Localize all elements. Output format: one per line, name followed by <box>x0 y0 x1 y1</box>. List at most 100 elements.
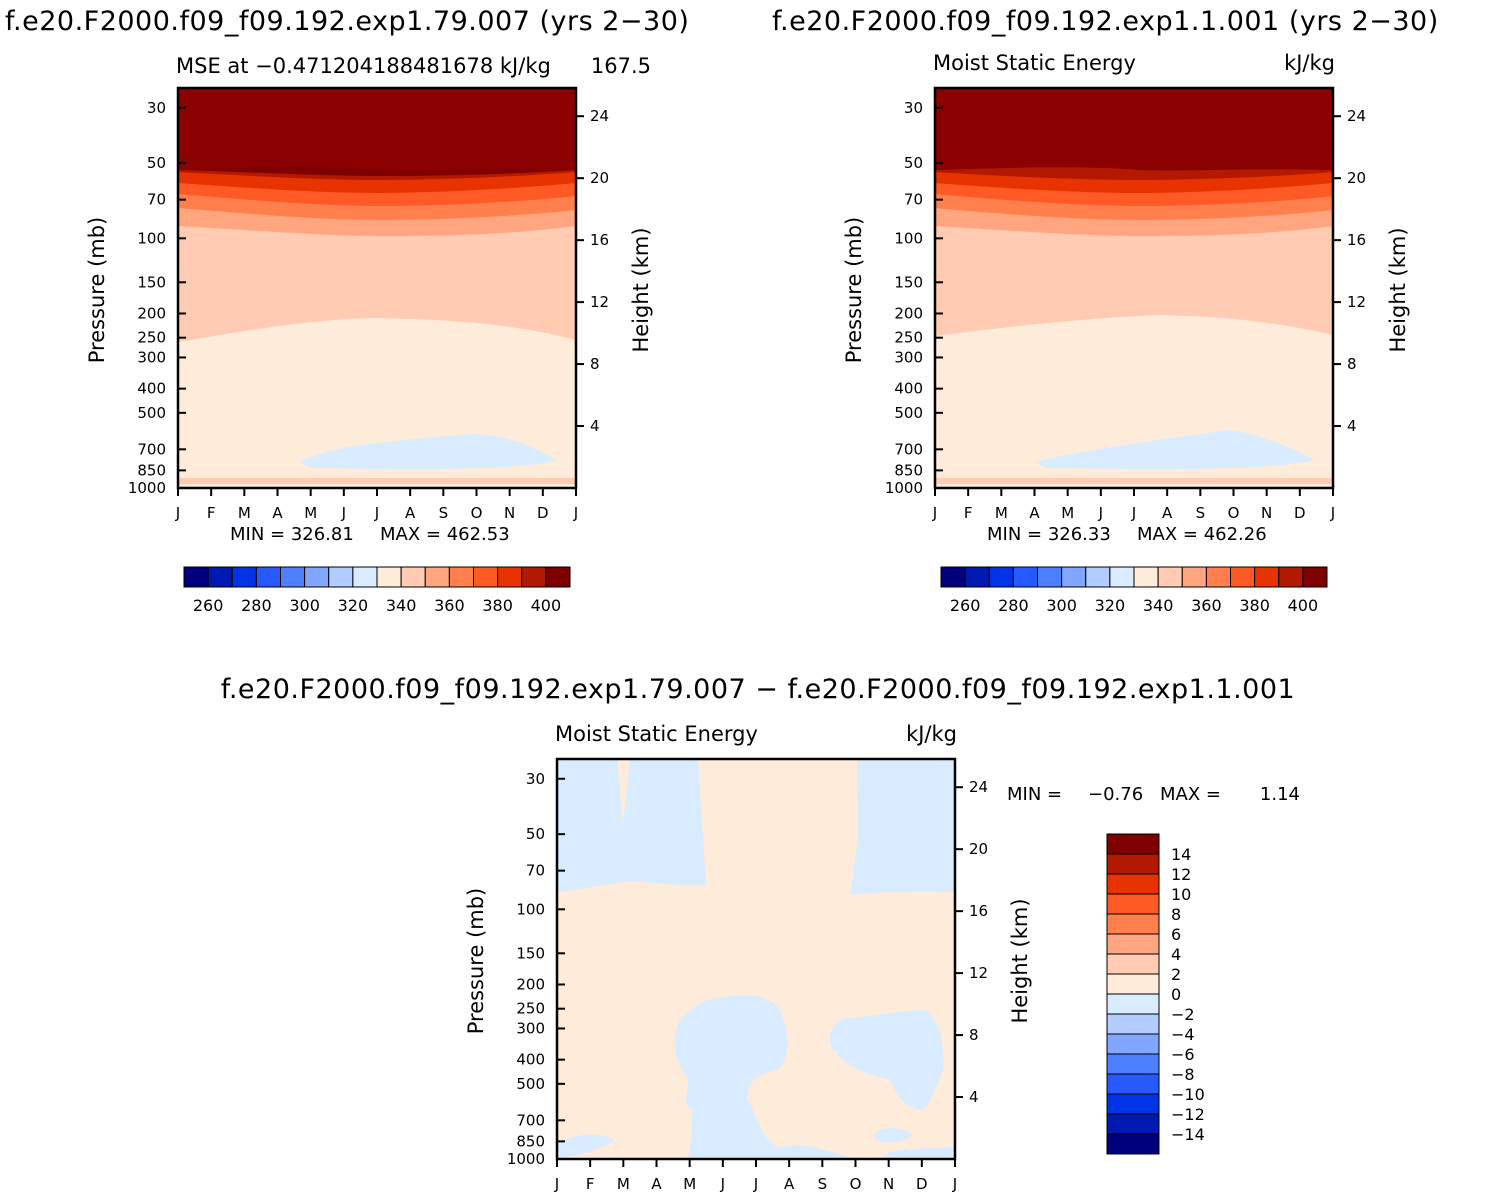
left-y-tick-label: 700 <box>137 440 166 458</box>
left-height-tick-label: 12 <box>590 293 609 311</box>
right-colorbar-label: 340 <box>1143 596 1174 615</box>
diff-colorbar-swatch <box>1106 1053 1160 1075</box>
diff-colorbar-swatch <box>1106 973 1160 995</box>
left-height-axis: 24 20 16 12 8 4 <box>576 107 609 435</box>
diff-colorbar-swatch <box>1106 1093 1160 1115</box>
left-colorbar-label: 360 <box>434 596 465 615</box>
diff-colorbar-label: 4 <box>1171 945 1181 964</box>
diff-y-tick-label: 50 <box>526 825 545 843</box>
diff-colorbar-swatch <box>1106 1073 1160 1095</box>
right-colorbar-label: 360 <box>1191 596 1222 615</box>
right-colorbar-label: 400 <box>1288 596 1319 615</box>
right-colorbar-swatch <box>1230 566 1256 588</box>
diff-x-tick-label: J <box>720 1175 725 1193</box>
left-band-surface <box>178 478 576 484</box>
diff-negative-top-right <box>850 759 955 895</box>
right-x-tick-label: S <box>1196 504 1206 522</box>
left-colorbar-label: 280 <box>241 596 272 615</box>
diff-x-tick-label: D <box>916 1175 928 1193</box>
left-y-tick-label: 250 <box>137 329 166 347</box>
right-colorbar <box>940 566 1328 588</box>
diff-colorbar-swatch <box>1106 853 1160 875</box>
diff-colorbar-swatch <box>1106 1033 1160 1055</box>
left-ylabel: Pressure (mb) <box>85 217 109 364</box>
left-colorbar-label: 260 <box>193 596 224 615</box>
left-negative-region <box>300 434 557 470</box>
diff-y-tick-label: 700 <box>516 1111 545 1129</box>
left-colorbar-swatch <box>448 566 474 588</box>
left-colorbar-labels: 260 280 300 320 340 360 380 400 <box>193 596 561 615</box>
diff-y-tick-label: 400 <box>516 1051 545 1069</box>
left-colorbar-swatch <box>352 566 378 588</box>
left-min-label: MIN = 326.81 <box>230 524 354 545</box>
diff-x-tick-label: A <box>784 1175 795 1193</box>
left-x-tick-label: O <box>471 504 483 522</box>
left-subtitle-right: 167.5 <box>591 54 651 78</box>
right-y-tick-label: 400 <box>894 380 923 398</box>
right-colorbar-swatch <box>964 566 990 588</box>
diff-colorbar-label: −10 <box>1171 1085 1205 1104</box>
diff-colorbar-label: −4 <box>1171 1025 1195 1044</box>
left-band-top <box>178 88 576 171</box>
right-x-tick-label: J <box>1131 504 1136 522</box>
right-height-tick-label: 24 <box>1347 107 1366 125</box>
diff-ylabel: Pressure (mb) <box>464 888 488 1035</box>
right-y-tick-label: 50 <box>904 154 923 172</box>
diff-min-value: −0.76 <box>1088 784 1143 805</box>
diff-x-tick-label: J <box>753 1175 758 1193</box>
right-y-tick-label: 300 <box>894 348 923 366</box>
right-colorbar-swatch <box>1012 566 1038 588</box>
diff-colorbar <box>1106 833 1160 1155</box>
right-colorbar-swatch <box>1109 566 1135 588</box>
title-diff: f.e20.F2000.f09_f09.192.exp1.79.007 − f.… <box>221 674 1295 705</box>
diff-colorbar-label: 8 <box>1171 905 1181 924</box>
right-colorbar-label: 380 <box>1239 596 1270 615</box>
diff-x-tick-label: A <box>651 1175 662 1193</box>
diff-y-tick-label: 300 <box>516 1019 545 1037</box>
right-max-label: MAX = 462.26 <box>1137 524 1267 545</box>
diff-colorbar-label: −12 <box>1171 1105 1205 1124</box>
left-x-tick-label: J <box>175 504 180 522</box>
left-colorbar-swatch <box>521 566 547 588</box>
right-colorbar-label: 320 <box>1095 596 1126 615</box>
left-colorbar <box>183 566 571 588</box>
diff-colorbar-label: 10 <box>1171 885 1191 904</box>
right-units: kJ/kg <box>1284 51 1335 75</box>
diff-colorbar-label: 14 <box>1171 845 1191 864</box>
left-colorbar-swatch <box>280 566 306 588</box>
right-y-tick-label: 250 <box>894 329 923 347</box>
left-contour-field <box>178 88 576 488</box>
right-subtitle: Moist Static Energy <box>933 51 1136 75</box>
left-y-tick-label: 400 <box>137 380 166 398</box>
right-height-tick-label: 16 <box>1347 231 1366 249</box>
left-height-tick-label: 24 <box>590 107 609 125</box>
left-y-tick-label: 500 <box>137 404 166 422</box>
diff-height-tick-label: 20 <box>969 840 988 858</box>
diff-negative-mid-right <box>829 1010 944 1110</box>
right-x-tick-label: A <box>1162 504 1173 522</box>
diff-colorbar-swatch <box>1106 1013 1160 1035</box>
left-colorbar-label: 400 <box>531 596 562 615</box>
diff-negative-top-left <box>557 759 706 892</box>
right-negative-region <box>1036 430 1315 470</box>
right-height-axis: 24 20 16 12 8 4 <box>1333 107 1366 435</box>
left-colorbar-label: 340 <box>386 596 417 615</box>
title-left: f.e20.F2000.f09_f09.192.exp1.79.007 (yrs… <box>5 6 689 37</box>
right-x-tick-label: J <box>932 504 937 522</box>
diff-min-label: MIN = <box>1007 784 1062 805</box>
diff-x-tick-label: J <box>554 1175 559 1193</box>
diff-y-tick-label: 250 <box>516 1000 545 1018</box>
diff-ylabel-right: Height (km) <box>1008 898 1032 1023</box>
panel-left: MSE at −0.471204188481678 kJ/kg 167.5 30… <box>85 54 653 615</box>
diff-colorbar-label: 12 <box>1171 865 1191 884</box>
diff-colorbar-swatch <box>1106 913 1160 935</box>
right-colorbar-swatch <box>1254 566 1280 588</box>
right-colorbar-swatch <box>1278 566 1304 588</box>
right-colorbar-swatch <box>1061 566 1087 588</box>
right-contour-field <box>935 88 1333 488</box>
right-min-label: MIN = 326.33 <box>987 524 1111 545</box>
left-colorbar-swatch <box>376 566 402 588</box>
